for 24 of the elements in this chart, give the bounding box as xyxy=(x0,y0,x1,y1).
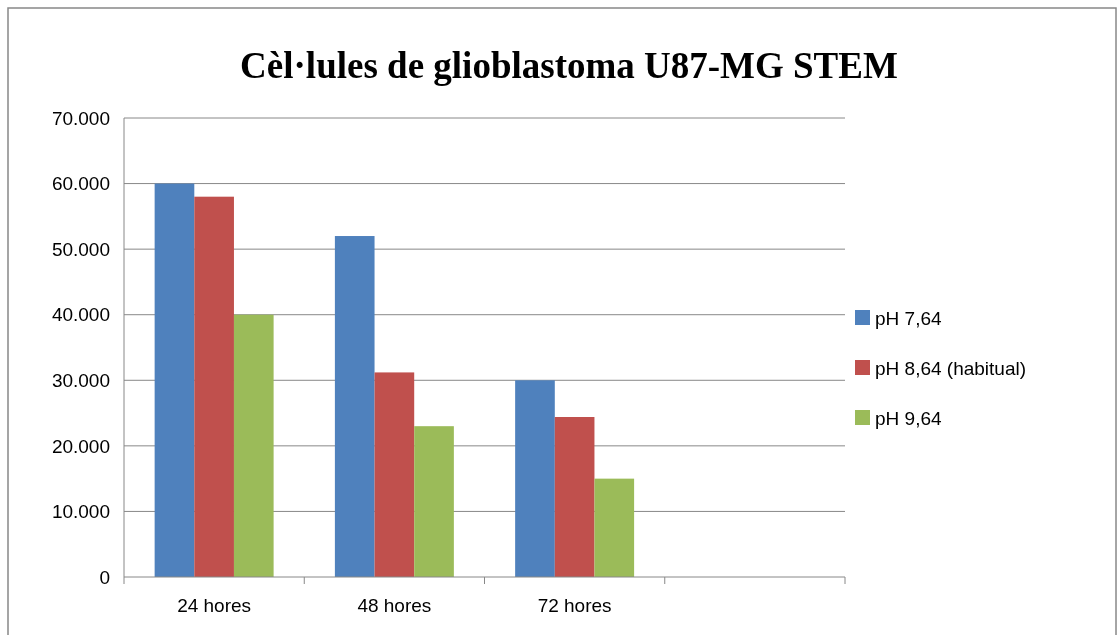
bar xyxy=(594,478,635,577)
y-tick-label: 0 xyxy=(99,566,110,588)
chart-title: Cèl·lules de glioblastoma U87-MG STEM xyxy=(240,45,898,86)
bar xyxy=(515,380,555,577)
bar xyxy=(414,426,454,577)
bar xyxy=(334,236,375,577)
y-tick-label: 40.000 xyxy=(51,304,110,326)
bar xyxy=(233,314,274,577)
legend-label: pH 9,64 xyxy=(875,407,942,429)
bar xyxy=(554,417,595,577)
bar xyxy=(374,372,415,577)
y-tick-label: 20.000 xyxy=(51,435,110,457)
x-tick-label: 24 hores xyxy=(177,595,252,616)
bar xyxy=(194,196,234,577)
x-tick-label: 72 hores xyxy=(537,595,612,616)
bar xyxy=(154,183,195,577)
y-tick-label: 50.000 xyxy=(51,238,110,260)
legend-label: pH 7,64 xyxy=(875,307,942,329)
y-tick-label: 60.000 xyxy=(51,173,110,195)
y-tick-label: 10.000 xyxy=(51,501,110,523)
y-tick-label: 30.000 xyxy=(51,369,110,391)
x-tick-label: 48 hores xyxy=(357,595,432,616)
y-tick-label: 70.000 xyxy=(51,107,110,129)
legend-label: pH 8,64 (habitual) xyxy=(875,357,1027,379)
